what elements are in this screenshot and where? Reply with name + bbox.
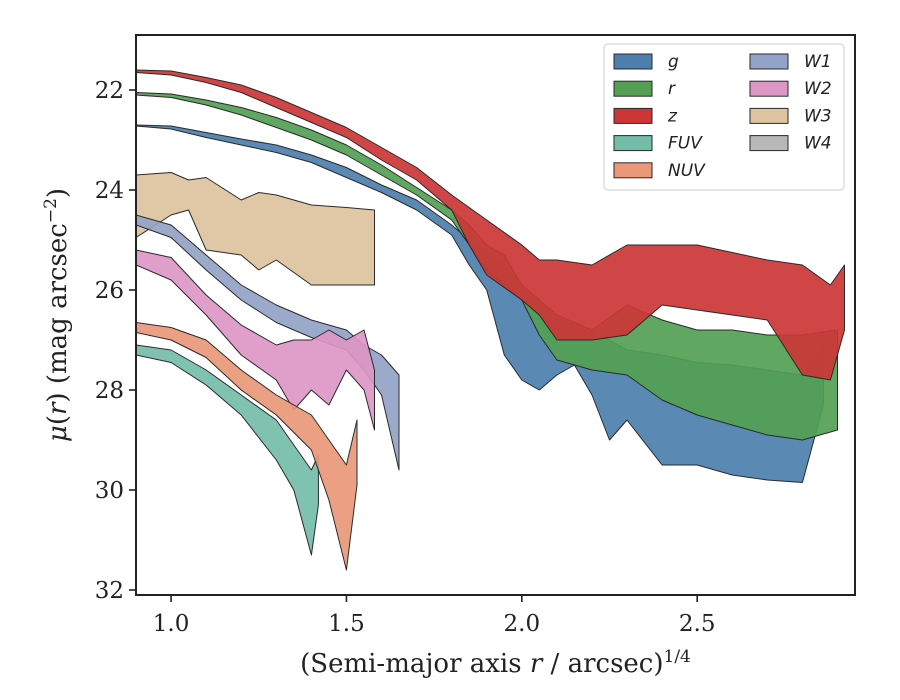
x-tick-label: 1.0	[153, 611, 190, 637]
legend-item-z: z	[613, 106, 678, 126]
legend: grz FUV NUV W1 W2 W3 W4	[603, 43, 845, 191]
legend-label: W3	[804, 106, 832, 126]
legend-item-w3: W3	[749, 106, 832, 126]
y-tick-label: 28	[95, 378, 124, 404]
band-w2	[136, 249, 375, 431]
band-nuv	[136, 322, 358, 571]
legend-item-r: r	[613, 79, 676, 99]
y-axis: 22 24 26 28 30 32	[95, 78, 136, 604]
band-z	[136, 69, 845, 381]
legend-label: FUV	[668, 134, 703, 154]
plot-area	[136, 69, 845, 571]
x-tick-label: 2.5	[679, 611, 716, 637]
legend-item-w2: W2	[749, 79, 832, 99]
axes-frame	[135, 34, 856, 596]
legend-item-w1: W1	[749, 52, 832, 72]
y-axis-title: μ(r) (mag arcsec−2)	[41, 188, 73, 442]
y-tick-label: 22	[95, 78, 124, 104]
legend-swatch	[749, 107, 789, 124]
legend-swatch	[749, 80, 789, 97]
legend-label: r	[668, 79, 676, 99]
band-fuv	[136, 344, 319, 556]
y-tick-label: 26	[95, 278, 124, 304]
legend-swatch	[613, 53, 653, 70]
legend-label: W4	[804, 134, 832, 154]
legend-swatch	[613, 135, 653, 152]
legend-swatch	[613, 107, 653, 124]
legend-item-w4: W4	[749, 134, 832, 154]
legend-swatch	[613, 80, 653, 97]
legend-label: NUV	[668, 161, 706, 181]
y-tick-label: 32	[95, 578, 124, 604]
legend-item-nuv: NUV	[613, 161, 706, 181]
legend-item-fuv: FUV	[613, 134, 703, 154]
y-tick-label: 30	[95, 478, 124, 504]
x-tick-label: 2.0	[504, 611, 541, 637]
band-w3	[136, 172, 375, 286]
x-axis-title: (Semi-major axis r / arcsec)1/4	[300, 647, 691, 679]
legend-item-g: g	[613, 52, 679, 72]
legend-label: W2	[804, 79, 832, 99]
legend-label: g	[668, 52, 679, 72]
x-axis: 1.0 1.5 2.0 2.5	[153, 595, 716, 637]
legend-label: z	[667, 106, 678, 126]
legend-swatch	[613, 162, 653, 179]
legend-box	[603, 43, 845, 191]
legend-label: W1	[804, 52, 832, 72]
y-tick-label: 24	[95, 178, 124, 204]
x-tick-label: 1.5	[328, 611, 365, 637]
legend-swatch	[749, 135, 789, 152]
legend-swatch	[749, 53, 789, 70]
